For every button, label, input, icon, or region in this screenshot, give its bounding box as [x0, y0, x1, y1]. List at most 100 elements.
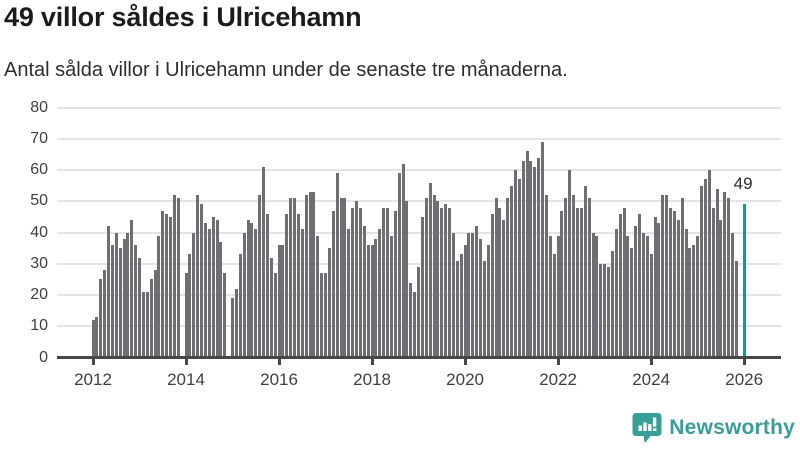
- bar: [316, 235, 320, 358]
- bar: [134, 245, 138, 358]
- x-axis-tick: [649, 359, 653, 365]
- bar: [157, 235, 161, 358]
- bar: [161, 210, 165, 358]
- x-axis-tick: [463, 359, 467, 365]
- bar: [599, 263, 603, 358]
- bar: [510, 185, 514, 358]
- bar: [661, 195, 665, 358]
- bar: [579, 207, 583, 358]
- bar: [576, 207, 579, 358]
- bar: [153, 270, 157, 358]
- bar: [211, 216, 215, 358]
- x-axis-label: 2018: [353, 370, 391, 389]
- bar: [223, 273, 227, 358]
- bar: [238, 254, 242, 358]
- bar: [711, 207, 715, 358]
- x-axis-label: 2022: [539, 370, 578, 389]
- bar: [455, 260, 459, 358]
- bar: [692, 245, 696, 358]
- bar: [413, 291, 417, 358]
- bar: [490, 213, 494, 358]
- bar: [126, 232, 130, 358]
- bar: [370, 245, 374, 358]
- page-title: 49 villor såldes i Ulricehamn: [4, 2, 362, 32]
- page-subtitle: Antal sålda villor i Ulricehamn under de…: [4, 59, 568, 81]
- bar: [215, 220, 219, 358]
- bar: [482, 260, 486, 358]
- bar: [262, 166, 266, 358]
- bar: [560, 210, 564, 358]
- bar: [459, 254, 463, 358]
- x-axis-label: 2014: [167, 370, 205, 389]
- bar: [184, 273, 188, 358]
- bar: [572, 195, 576, 358]
- bar: [347, 229, 351, 358]
- bar: [118, 248, 122, 358]
- bar-value-label: 49: [733, 174, 753, 194]
- bar: [583, 185, 587, 358]
- bar: [610, 251, 614, 358]
- bar: [467, 232, 471, 358]
- x-axis-tick: [556, 359, 560, 365]
- bar: [417, 266, 421, 358]
- bar: [269, 257, 273, 358]
- bar: [99, 279, 103, 358]
- bar: [273, 273, 277, 358]
- bar: [653, 216, 657, 358]
- gridline: [57, 106, 781, 109]
- bar: [258, 195, 262, 358]
- bar: [130, 220, 134, 358]
- bar: [727, 198, 731, 358]
- bar: [114, 232, 118, 358]
- newsworthy-logo: Newsworthy: [632, 412, 795, 444]
- y-axis-label: 30: [30, 254, 48, 272]
- bar: [731, 232, 735, 358]
- bar: [626, 235, 630, 358]
- bar: [676, 220, 680, 358]
- bar: [246, 220, 250, 358]
- bar: [122, 238, 126, 358]
- bar: [331, 210, 335, 358]
- bar: [451, 232, 455, 358]
- bar: [533, 166, 537, 358]
- bar: [424, 198, 428, 358]
- bar: [200, 204, 204, 358]
- y-axis-label: 0: [39, 348, 48, 366]
- bar: [141, 291, 145, 358]
- bar: [715, 188, 719, 358]
- bar: [355, 201, 359, 358]
- x-axis-label: 2020: [446, 370, 484, 389]
- bar: [420, 216, 424, 358]
- bar: [657, 223, 661, 358]
- bar: [638, 213, 642, 358]
- bar: [165, 213, 169, 358]
- x-axis-tick: [184, 359, 188, 365]
- bar: [409, 282, 413, 358]
- bar: [634, 226, 638, 358]
- bar: [281, 245, 285, 358]
- bar: [719, 220, 723, 358]
- bar: [339, 198, 343, 358]
- newsworthy-wordmark: Newsworthy: [669, 416, 795, 439]
- x-axis-label: 2024: [632, 370, 671, 389]
- bar: [641, 232, 645, 358]
- bar: [312, 191, 316, 358]
- bar: [700, 185, 704, 358]
- bar: [138, 257, 141, 358]
- bar: [254, 229, 258, 358]
- bar: [688, 248, 692, 358]
- bar: [428, 182, 432, 358]
- bar: [479, 238, 483, 358]
- bar: [614, 229, 618, 358]
- bar: [304, 195, 308, 358]
- bar: [393, 210, 397, 358]
- bar: [463, 245, 467, 358]
- bar: [176, 198, 180, 358]
- bar: [293, 198, 297, 358]
- bar: [696, 235, 700, 358]
- bar: [327, 248, 331, 358]
- bar: [432, 195, 436, 358]
- bar: [486, 245, 490, 358]
- bar: [196, 195, 200, 358]
